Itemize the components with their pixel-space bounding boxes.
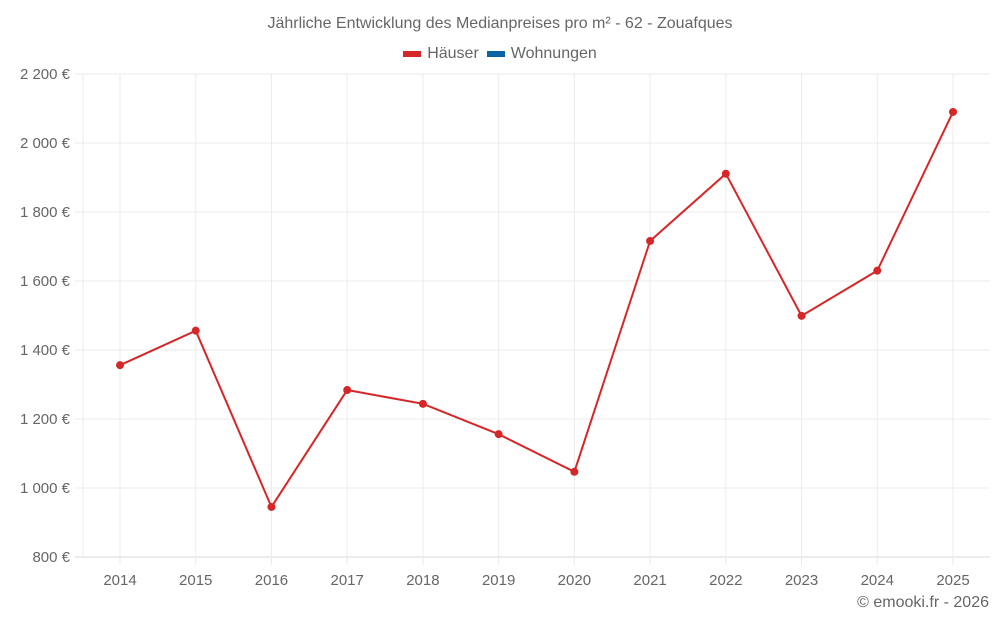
x-tick-label: 2021 — [633, 572, 666, 589]
y-tick-label: 1 400 € — [20, 342, 71, 359]
x-tick-label: 2015 — [179, 572, 212, 589]
x-tick-label: 2019 — [482, 572, 515, 589]
legend: Häuser Wohnungen — [0, 45, 1000, 63]
x-tick-label: 2023 — [785, 572, 818, 589]
copyright-footer: © emooki.fr - 2026 — [857, 594, 989, 611]
grid-lines — [75, 73, 990, 565]
x-tick-label: 2014 — [103, 572, 136, 589]
data-point[interactable] — [949, 107, 957, 116]
x-tick-label: 2020 — [558, 572, 591, 589]
y-tick-label: 1 800 € — [20, 204, 71, 221]
y-tick-label: 800 € — [32, 549, 70, 566]
x-tick-label: 2025 — [936, 572, 969, 589]
x-tick-label: 2018 — [406, 572, 439, 589]
y-tick-label: 1 600 € — [20, 273, 71, 290]
data-point[interactable] — [191, 326, 200, 335]
data-point[interactable] — [343, 386, 352, 395]
y-tick-label: 2 200 € — [20, 66, 71, 83]
data-point[interactable] — [116, 361, 124, 370]
legend-item-apartments[interactable]: Wohnungen — [486, 45, 597, 63]
series-houses — [116, 107, 957, 511]
legend-label-apartments: Wohnungen — [510, 45, 597, 62]
data-point[interactable] — [721, 169, 730, 178]
x-tick-label: 2022 — [709, 572, 742, 589]
legend-swatch-apartments — [486, 51, 505, 57]
y-tick-label: 2 000 € — [20, 135, 71, 152]
y-tick-label: 1 000 € — [20, 480, 71, 497]
data-point[interactable] — [873, 266, 882, 275]
legend-label-houses: Häuser — [427, 45, 479, 62]
x-axis: 2014 2015 2016 2017 2018 2019 2020 2021 2022 2023… — [103, 572, 969, 589]
data-point[interactable] — [418, 399, 427, 408]
data-point[interactable] — [797, 311, 806, 320]
x-tick-label: 2024 — [861, 572, 894, 589]
data-point[interactable] — [494, 430, 503, 439]
y-tick-label: 1 200 € — [20, 411, 71, 428]
data-point[interactable] — [267, 502, 276, 511]
legend-swatch-houses — [403, 51, 422, 57]
legend-item-houses[interactable]: Häuser — [403, 45, 479, 63]
x-tick-label: 2017 — [330, 572, 363, 589]
chart-title: Jährliche Entwicklung des Medianpreises … — [267, 15, 733, 32]
data-point[interactable] — [646, 236, 655, 245]
data-point[interactable] — [570, 467, 579, 476]
y-axis: 800 € 1 000 € 1 200 € 1 400 € 1 600 € 1 800 €… — [20, 66, 71, 566]
x-tick-label: 2016 — [255, 572, 288, 589]
